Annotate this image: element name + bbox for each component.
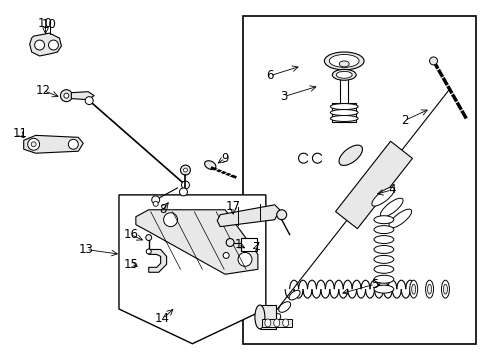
Polygon shape	[119, 195, 265, 344]
Bar	[332, 103, 355, 122]
Text: 8: 8	[159, 203, 166, 216]
Ellipse shape	[336, 71, 351, 78]
Ellipse shape	[373, 235, 393, 243]
Text: 4: 4	[387, 184, 395, 197]
Text: 17: 17	[225, 200, 240, 213]
Circle shape	[31, 142, 36, 147]
Ellipse shape	[373, 275, 393, 283]
Ellipse shape	[380, 198, 402, 217]
Text: 5: 5	[370, 278, 378, 291]
Circle shape	[28, 138, 40, 150]
Ellipse shape	[373, 246, 393, 253]
Circle shape	[61, 90, 72, 102]
Polygon shape	[24, 135, 83, 153]
Ellipse shape	[330, 104, 357, 109]
Circle shape	[145, 235, 151, 240]
Ellipse shape	[268, 314, 280, 324]
Circle shape	[48, 40, 59, 50]
Text: 11: 11	[12, 127, 27, 140]
Bar	[243, 16, 475, 344]
Circle shape	[223, 252, 229, 258]
Polygon shape	[148, 249, 166, 272]
Ellipse shape	[425, 280, 433, 298]
Ellipse shape	[282, 319, 288, 327]
Ellipse shape	[330, 116, 357, 121]
Ellipse shape	[373, 285, 393, 293]
Ellipse shape	[204, 161, 216, 170]
Ellipse shape	[264, 319, 270, 327]
Ellipse shape	[373, 226, 393, 234]
Circle shape	[146, 249, 151, 254]
Text: 3: 3	[280, 90, 287, 103]
Circle shape	[180, 165, 190, 175]
Circle shape	[238, 252, 251, 266]
Ellipse shape	[273, 319, 279, 327]
Ellipse shape	[443, 284, 447, 294]
Bar	[262, 319, 291, 327]
Ellipse shape	[288, 290, 300, 300]
Ellipse shape	[388, 209, 411, 228]
Circle shape	[68, 139, 78, 149]
Circle shape	[181, 181, 189, 189]
Polygon shape	[217, 205, 279, 227]
Ellipse shape	[409, 280, 417, 298]
Ellipse shape	[373, 216, 393, 224]
Ellipse shape	[278, 302, 290, 312]
Text: 13: 13	[79, 243, 94, 256]
Ellipse shape	[330, 109, 357, 116]
Ellipse shape	[332, 69, 355, 80]
Ellipse shape	[441, 280, 448, 298]
Ellipse shape	[373, 255, 393, 264]
Text: 7: 7	[253, 241, 260, 254]
Text: 9: 9	[221, 152, 228, 165]
Polygon shape	[136, 210, 257, 274]
Bar	[259, 305, 275, 329]
Polygon shape	[335, 141, 411, 229]
Ellipse shape	[373, 265, 393, 273]
Circle shape	[276, 210, 286, 220]
Text: 16: 16	[123, 228, 138, 241]
Circle shape	[183, 168, 187, 172]
Text: 14: 14	[155, 312, 170, 325]
Polygon shape	[71, 92, 94, 100]
Ellipse shape	[328, 54, 358, 67]
Text: 15: 15	[123, 258, 138, 271]
Circle shape	[153, 201, 158, 206]
Ellipse shape	[339, 61, 348, 67]
Ellipse shape	[411, 284, 415, 294]
Ellipse shape	[254, 305, 264, 329]
Text: 10: 10	[38, 17, 53, 30]
Bar	[241, 238, 256, 251]
Text: 2: 2	[400, 114, 407, 127]
Text: 10: 10	[42, 18, 57, 31]
Circle shape	[225, 239, 234, 247]
Text: 1: 1	[234, 238, 241, 251]
Ellipse shape	[324, 52, 364, 70]
Ellipse shape	[338, 145, 362, 166]
Circle shape	[163, 213, 177, 227]
Circle shape	[428, 57, 437, 65]
Ellipse shape	[371, 187, 394, 206]
Circle shape	[85, 96, 93, 105]
Text: 6: 6	[265, 69, 273, 82]
Polygon shape	[30, 33, 61, 56]
Text: 12: 12	[36, 84, 51, 97]
Circle shape	[64, 93, 69, 98]
Circle shape	[35, 40, 44, 50]
Circle shape	[179, 188, 187, 196]
Circle shape	[151, 196, 160, 204]
Ellipse shape	[427, 284, 431, 294]
